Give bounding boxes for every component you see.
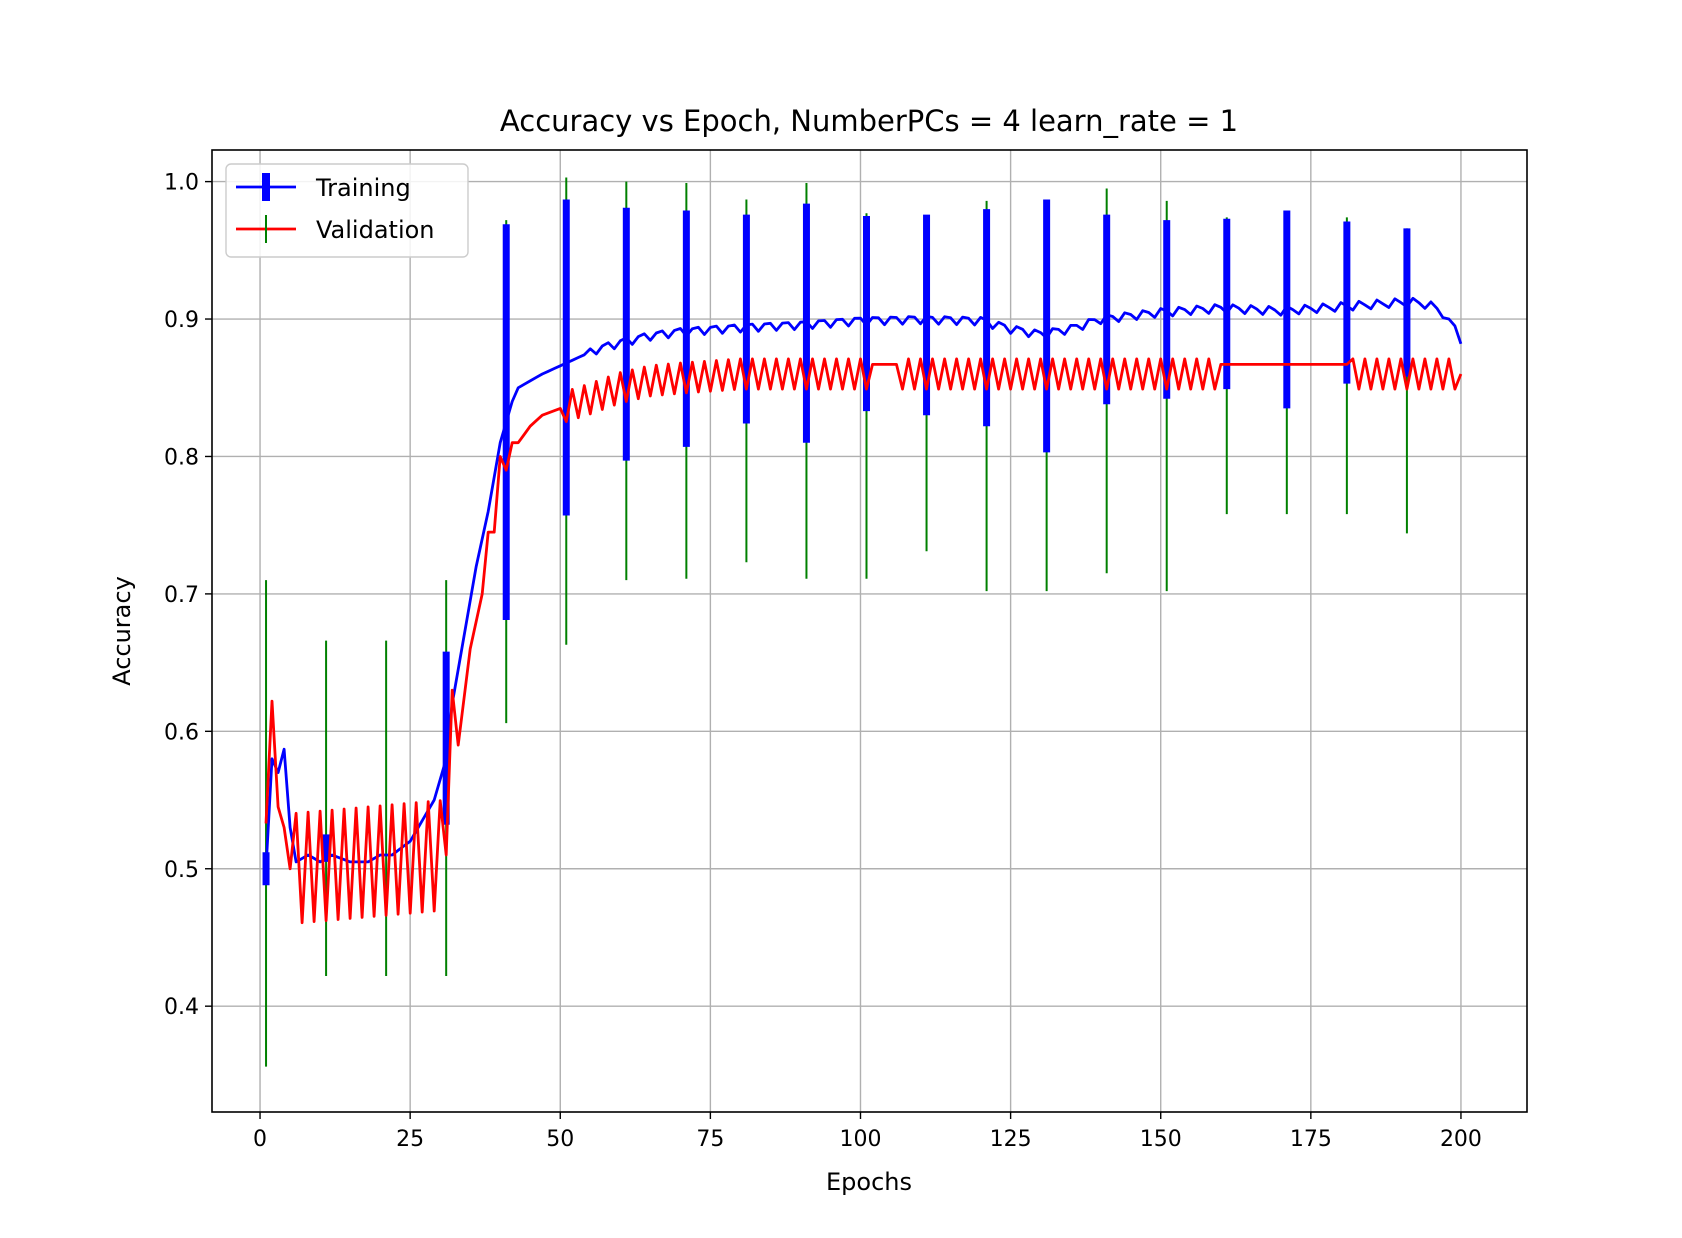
x-tick-label: 50 [546, 1127, 574, 1152]
x-tick-label: 125 [990, 1127, 1032, 1152]
x-tick-label: 75 [696, 1127, 724, 1152]
chart-title: Accuracy vs Epoch, NumberPCs = 4 learn_r… [500, 104, 1238, 138]
x-tick-label: 0 [253, 1127, 267, 1152]
legend: Training Validation [225, 163, 469, 258]
y-tick-label: 0.7 [164, 583, 199, 608]
y-axis-label: Accuracy [108, 576, 136, 686]
x-tick-label: 150 [1140, 1127, 1182, 1152]
data-layer [262, 177, 1463, 1067]
x-tick-label: 175 [1290, 1127, 1332, 1152]
plot-frame [211, 149, 1528, 1113]
legend-training-label: Training [315, 174, 411, 202]
y-tick-label: 0.4 [164, 995, 199, 1020]
y-tick-label: 0.5 [164, 858, 199, 883]
axis-ticks: 0 25 50 75 100 125 150 175 200 0.4 0.5 0.6 0.7 0.8 0.9… [164, 171, 1482, 1152]
y-tick-label: 0.9 [164, 308, 199, 333]
x-axis-label: Epochs [826, 1168, 912, 1196]
legend-validation-label: Validation [316, 216, 435, 244]
training-line [264, 296, 1463, 869]
x-tick-label: 25 [396, 1127, 424, 1152]
x-tick-label: 100 [839, 1127, 881, 1152]
x-tick-label: 200 [1440, 1127, 1482, 1152]
y-tick-label: 1.0 [164, 171, 199, 196]
y-tick-label: 0.8 [164, 445, 199, 470]
validation-line [264, 357, 1463, 925]
legend-training-errorbar [262, 173, 270, 201]
y-tick-label: 0.6 [164, 720, 199, 745]
